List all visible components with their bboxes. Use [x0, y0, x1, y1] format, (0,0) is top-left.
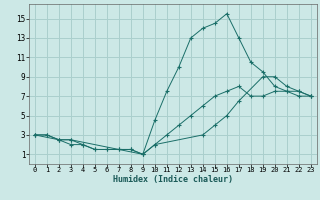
X-axis label: Humidex (Indice chaleur): Humidex (Indice chaleur): [113, 175, 233, 184]
